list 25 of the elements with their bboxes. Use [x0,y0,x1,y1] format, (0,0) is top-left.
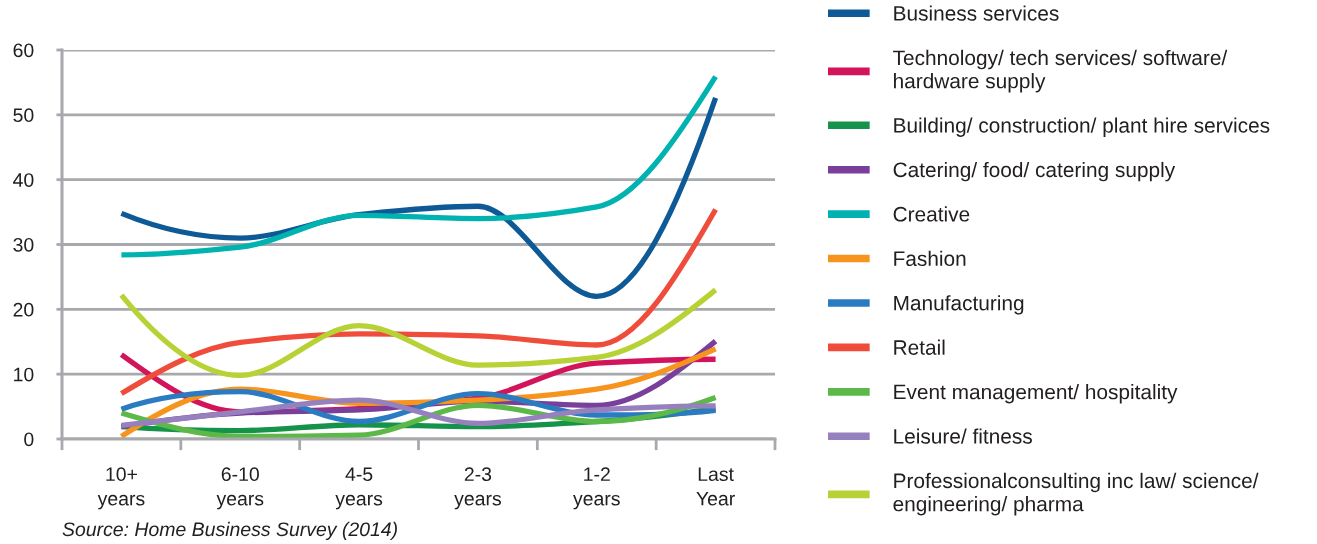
legend-label: Fashion [894,250,966,267]
legend-label: Catering/ food/ catering supply [893,161,1176,182]
y-tick-label: 20 [13,302,34,317]
y-tick-label: 10 [14,367,34,382]
legend-label: Creative [893,206,970,222]
legend-label: Manufacturing [894,295,1024,315]
source-note: Source: Home Business Survey (2014) [62,521,397,540]
x-tick-label: 2-3 years [454,467,501,510]
x-tick-label: 1-2 years [573,467,620,510]
x-tick-label: 6-10 years [216,467,264,510]
legend-label: Event management/ hospitality [894,384,1178,404]
x-tick-label: Last Year [696,467,735,506]
legend-label: Business services [894,5,1059,21]
y-tick-label: 30 [13,237,34,252]
y-tick-label: 40 [13,173,34,187]
y-tick-label: 0 [24,432,34,447]
x-tick-label: 4-5 years [335,467,383,510]
legend-label: Leisure/ fitness [894,428,1032,444]
y-tick-label: 50 [13,108,34,123]
legend-label: Retail [894,339,945,355]
y-tick-label: 60 [13,43,34,58]
legend-label: Building/ construction/ plant hire services [894,117,1270,137]
legend-label: Professionalconsulting inc law/ science/ engineering/ pharma [893,472,1259,516]
x-tick-label: 10+ years [97,467,145,510]
legend-label: Technology/ tech services/ software/ hardware supply [893,49,1228,93]
